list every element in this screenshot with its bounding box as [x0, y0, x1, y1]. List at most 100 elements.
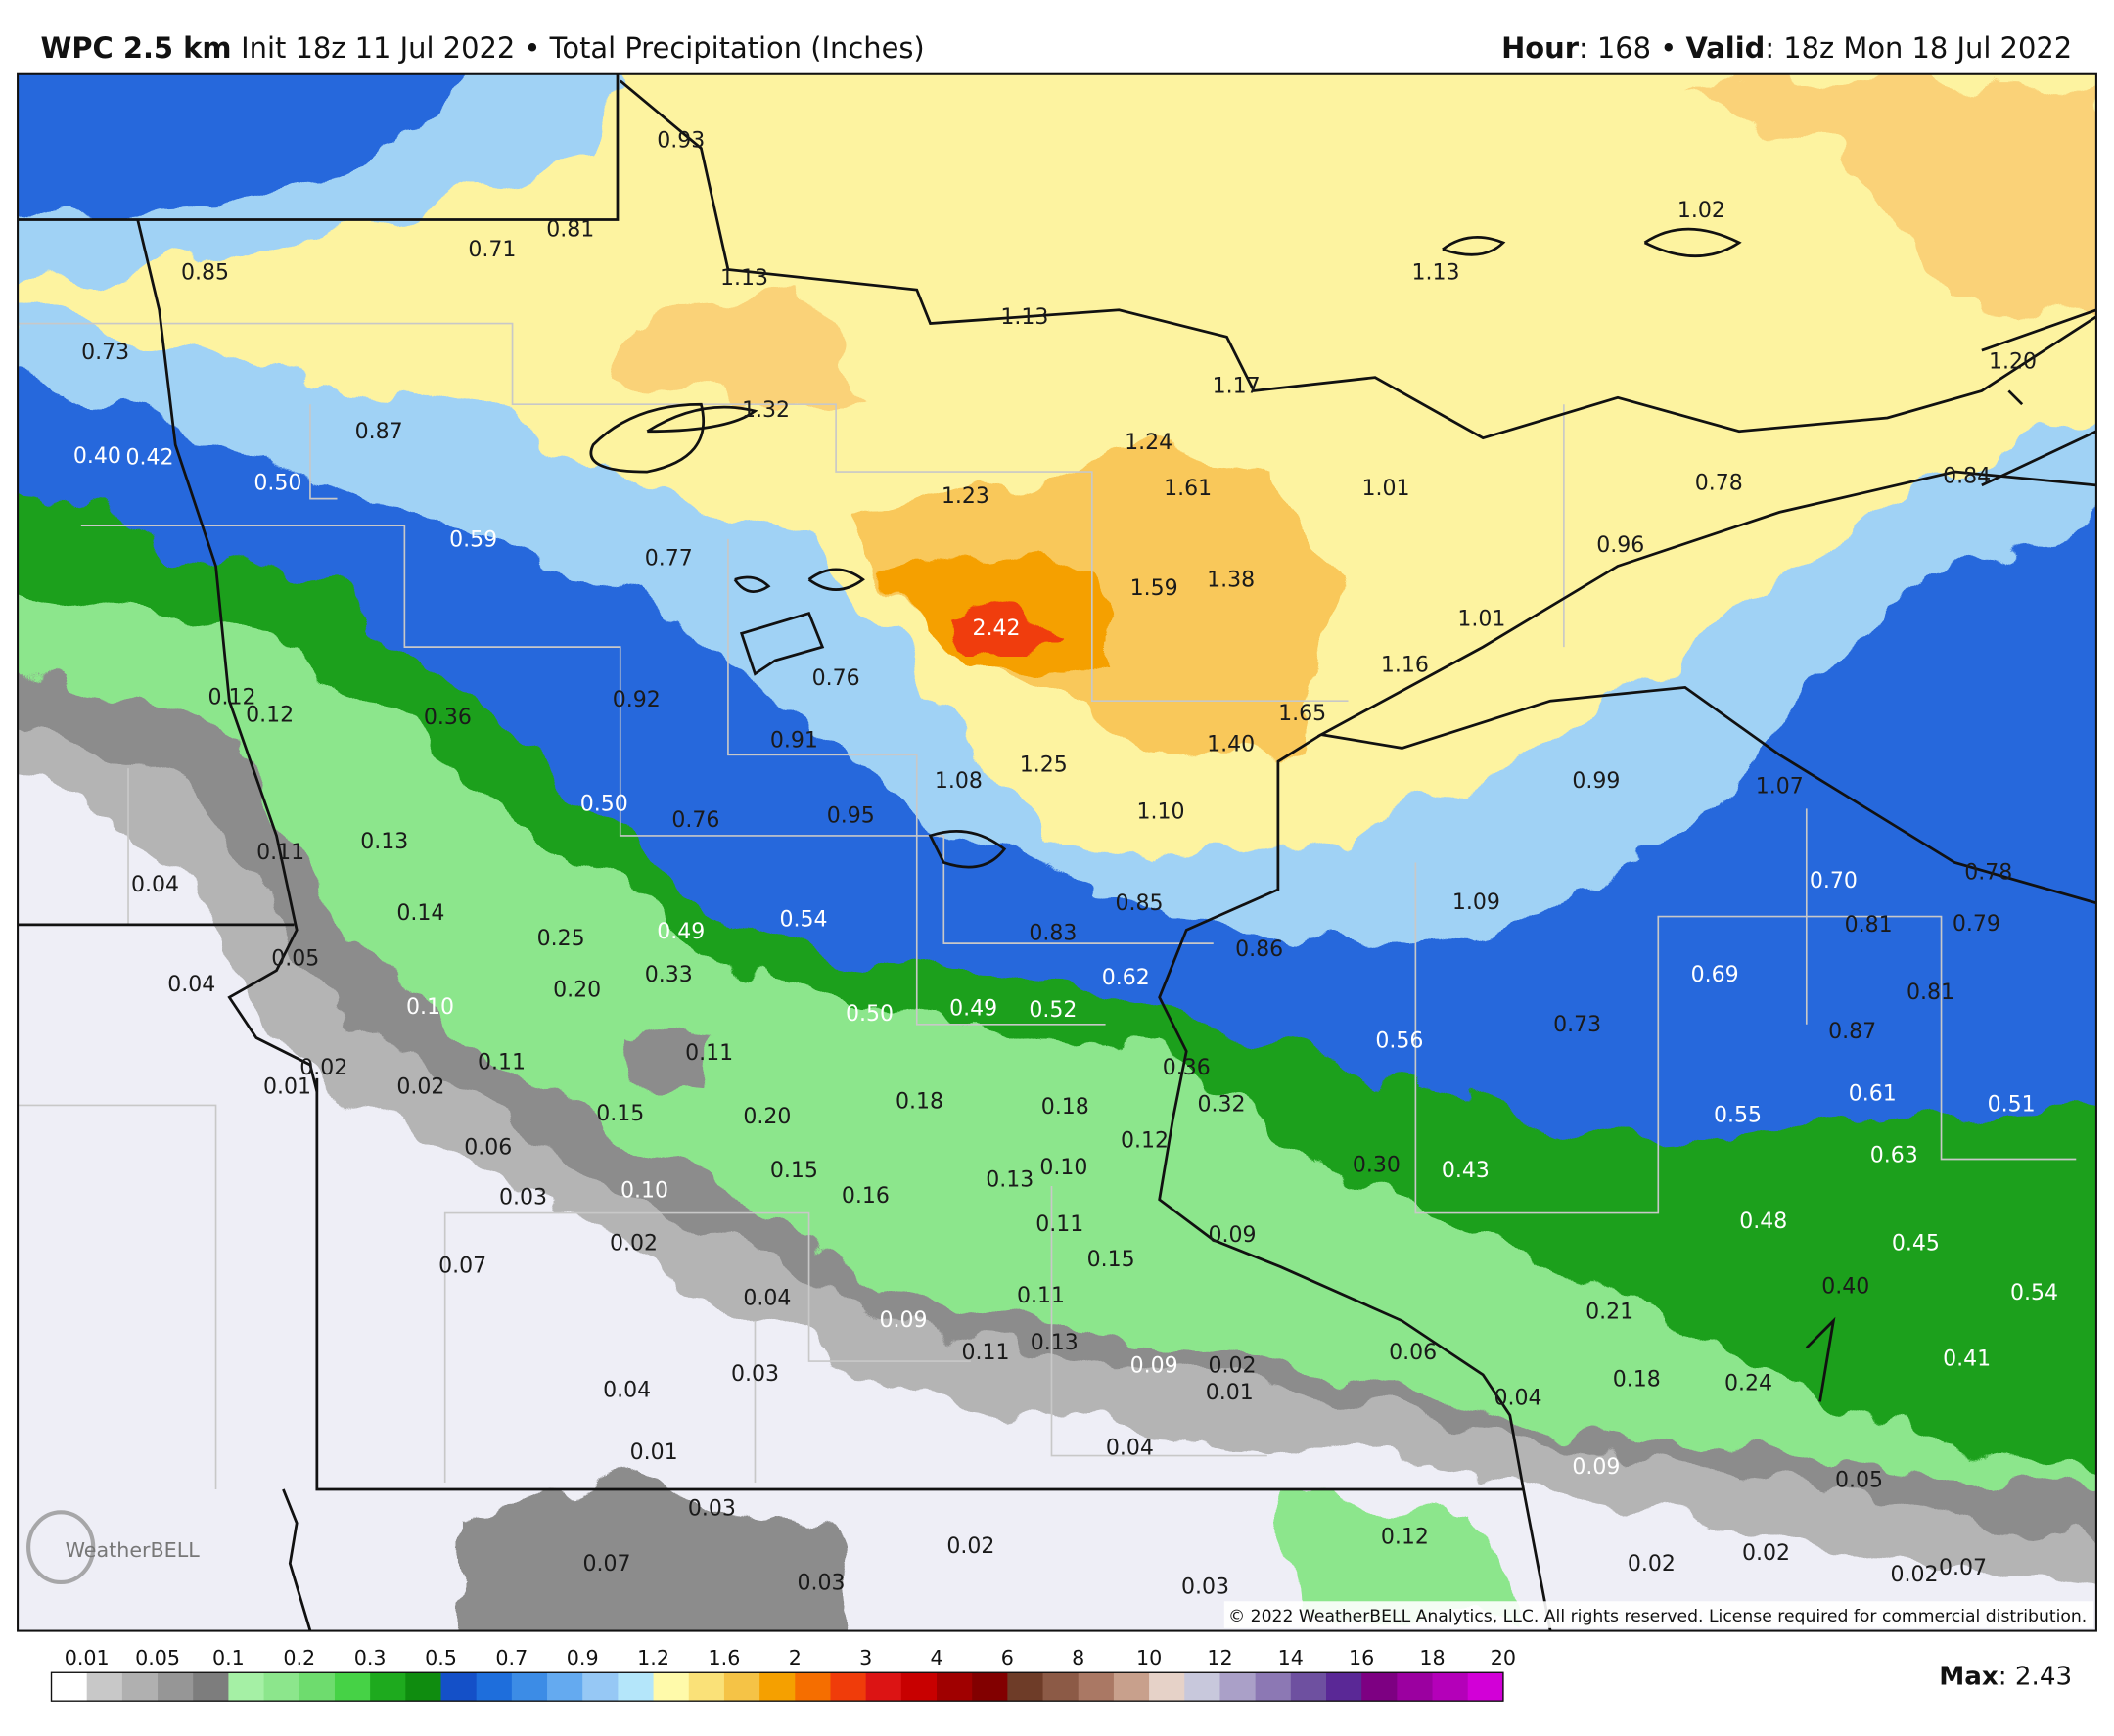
value-label: 0.50: [846, 1002, 894, 1027]
colorbar-label: 6: [1001, 1646, 1014, 1669]
value-label: 0.62: [1102, 966, 1150, 990]
value-label: 0.76: [812, 666, 860, 691]
value-label: 0.10: [1039, 1156, 1087, 1180]
value-label: 0.13: [1031, 1331, 1079, 1355]
colorbar-swatch: [476, 1672, 513, 1702]
colorbar-label: 1.6: [709, 1646, 741, 1669]
value-label: 0.73: [1553, 1013, 1601, 1037]
colorbar-swatch: [618, 1672, 655, 1702]
value-label: 0.91: [770, 729, 818, 754]
value-label: 0.11: [256, 841, 304, 865]
value-label: 0.09: [1209, 1223, 1257, 1248]
value-label: 0.11: [478, 1051, 526, 1075]
colorbar-swatch: [228, 1672, 265, 1702]
value-label: 0.99: [1572, 769, 1620, 794]
value-label: 0.18: [896, 1090, 943, 1115]
colorbar-swatch: [1184, 1672, 1221, 1702]
value-label: 1.61: [1164, 477, 1212, 501]
value-label: 0.49: [657, 920, 705, 944]
max-value: Max: 2.43: [1939, 1663, 2072, 1692]
value-label: 0.16: [842, 1184, 890, 1209]
copyright: © 2022 WeatherBELL Analytics, LLC. All r…: [1228, 1607, 2087, 1626]
value-label: 1.02: [1677, 199, 1725, 223]
value-label: 0.05: [271, 947, 319, 972]
value-label: 0.21: [1586, 1301, 1633, 1325]
header-key: Hour: [1501, 31, 1580, 65]
colorbar-swatch: [1113, 1672, 1150, 1702]
value-label: 0.92: [613, 688, 661, 712]
value-label: 1.01: [1362, 477, 1410, 501]
value-label: 0.50: [253, 471, 301, 495]
header-value: : 18z Mon 18 Jul 2022: [1765, 31, 2072, 65]
value-label: 0.20: [553, 978, 601, 1002]
header-value: : 168 •: [1579, 31, 1686, 65]
value-labels: 0.93 0.71 0.81 0.85 1.13 1.13 1.02 1.13 0.73 1.32…: [73, 129, 2058, 1600]
colorbar: 0.01 0.05 0.1 0.2 0.3 0.5 0.7 0.9 1.2 1.6 2 3 4 6 8 10 1…: [50, 1646, 1516, 1702]
colorbar-swatch: [1325, 1672, 1362, 1702]
value-label: 1.25: [1020, 753, 1068, 777]
value-label: 1.24: [1125, 431, 1172, 455]
value-label: 0.06: [464, 1135, 512, 1160]
value-label: 0.09: [1572, 1455, 1620, 1480]
value-label: 0.43: [1442, 1159, 1490, 1183]
colorbar-swatch: [1397, 1672, 1434, 1702]
precip-field: [18, 73, 2096, 1631]
value-label: 0.93: [657, 129, 705, 154]
value-label: 0.30: [1353, 1153, 1401, 1177]
value-label: 1.17: [1213, 374, 1261, 398]
colorbar-swatch: [263, 1672, 300, 1702]
value-label: 0.33: [645, 963, 693, 987]
max-number: : 2.43: [1999, 1663, 2072, 1692]
value-label: 0.13: [986, 1168, 1034, 1193]
value-label: 0.03: [1181, 1575, 1229, 1599]
value-label: 0.02: [1742, 1541, 1790, 1566]
logo: WeatherBELL: [26, 1510, 200, 1585]
value-label: 0.12: [208, 685, 256, 709]
value-label: 0.01: [263, 1075, 311, 1100]
colorbar-swatch: [405, 1672, 442, 1702]
value-label: 0.52: [1029, 998, 1077, 1023]
colorbar-label: 0.7: [495, 1646, 528, 1669]
value-label: 0.32: [1198, 1092, 1246, 1117]
value-label: 0.07: [582, 1552, 630, 1576]
value-label: 0.96: [1596, 533, 1644, 558]
value-label: 0.86: [1235, 937, 1283, 962]
colorbar-swatch: [1042, 1672, 1080, 1702]
value-label: 0.51: [1988, 1092, 2036, 1117]
value-label: 1.13: [1412, 261, 1460, 286]
model-name: WPC 2.5 km: [40, 31, 231, 65]
value-label: 0.83: [1029, 921, 1077, 945]
value-label: 0.02: [946, 1534, 994, 1559]
value-label: 0.01: [630, 1440, 678, 1465]
value-label: 0.41: [1943, 1348, 1991, 1372]
value-label: 0.70: [1810, 869, 1858, 893]
colorbar-swatch: [440, 1672, 478, 1702]
value-label: 0.12: [1121, 1129, 1169, 1154]
value-label: 0.04: [743, 1287, 791, 1311]
colorbar-swatch: [1290, 1672, 1327, 1702]
value-label: 2.42: [973, 617, 1021, 641]
value-label: 0.56: [1375, 1029, 1423, 1054]
colorbar-label: 8: [1072, 1646, 1084, 1669]
header-left: WPC 2.5 km Init 18z 11 Jul 2022 • Total P…: [40, 31, 924, 65]
value-label: 0.03: [731, 1362, 779, 1387]
value-label: 0.18: [1613, 1367, 1661, 1392]
value-label: 1.01: [1457, 608, 1505, 632]
value-label: 0.11: [685, 1041, 733, 1066]
value-label: 0.76: [671, 808, 719, 833]
colorbar-frame: [50, 1671, 1504, 1702]
colorbar-swatch: [830, 1672, 867, 1702]
colorbar-swatch: [299, 1672, 336, 1702]
value-label: 0.81: [1907, 981, 1954, 1005]
value-label: 0.02: [1628, 1552, 1676, 1576]
value-label: 0.03: [797, 1571, 845, 1595]
value-label: 0.40: [1821, 1274, 1869, 1299]
colorbar-label: 3: [859, 1646, 872, 1669]
colorbar-label: 2: [789, 1646, 802, 1669]
value-label: 0.02: [299, 1056, 347, 1080]
colorbar-label: 18: [1419, 1646, 1445, 1669]
value-label: 0.10: [620, 1179, 668, 1204]
value-label: 0.03: [688, 1497, 736, 1522]
value-label: 0.77: [645, 547, 693, 571]
